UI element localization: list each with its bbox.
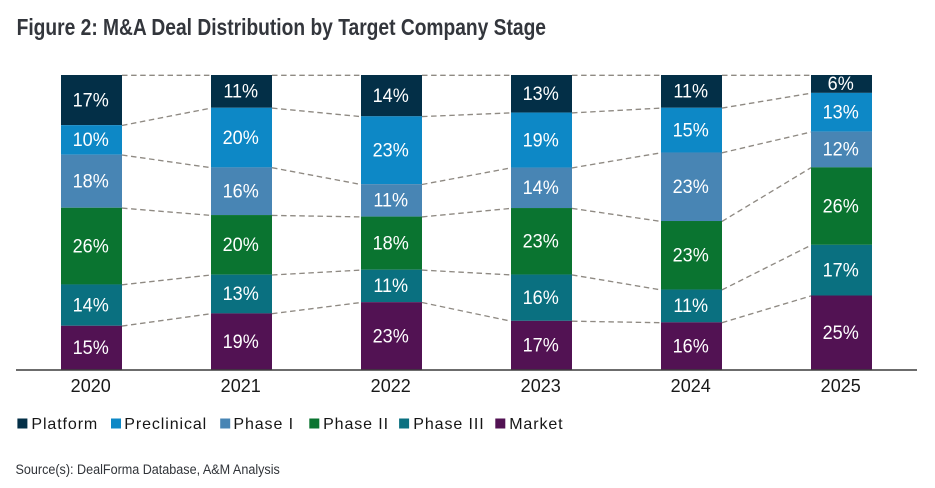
svg-text:11%: 11% [673,80,708,102]
svg-text:16%: 16% [673,335,709,357]
svg-text:16%: 16% [523,286,559,308]
svg-text:12%: 12% [823,138,859,160]
svg-text:23%: 23% [673,175,709,197]
svg-text:Figure 2: M&A Deal Distributio: Figure 2: M&A Deal Distribution by Targe… [17,14,546,40]
svg-text:16%: 16% [223,180,259,202]
svg-text:18%: 18% [73,170,109,192]
svg-text:11%: 11% [373,189,408,211]
svg-text:20%: 20% [223,234,259,256]
svg-text:20%: 20% [223,126,259,148]
svg-text:Phase III: Phase III [413,416,484,433]
svg-text:19%: 19% [223,330,259,352]
svg-text:Market: Market [509,416,563,433]
svg-text:17%: 17% [523,334,559,356]
svg-text:26%: 26% [823,195,859,217]
svg-text:2023: 2023 [521,376,561,396]
svg-text:Platform: Platform [31,416,98,433]
svg-text:2025: 2025 [821,376,861,396]
svg-text:11%: 11% [223,80,258,102]
svg-text:6%: 6% [828,73,854,95]
svg-text:23%: 23% [373,325,409,347]
svg-text:2021: 2021 [221,376,261,396]
svg-text:2024: 2024 [671,376,711,396]
svg-text:15%: 15% [673,119,709,141]
svg-text:15%: 15% [73,337,109,359]
svg-text:25%: 25% [823,322,859,344]
svg-text:Phase I: Phase I [233,416,294,433]
svg-text:Preclinical: Preclinical [124,416,207,433]
svg-text:23%: 23% [373,139,409,161]
svg-text:13%: 13% [223,283,259,305]
svg-text:Source(s): DealForma Database,: Source(s): DealForma Database, A&M Analy… [16,461,281,477]
svg-text:10%: 10% [73,129,109,151]
svg-text:23%: 23% [523,230,559,252]
svg-text:17%: 17% [823,259,859,281]
svg-text:11%: 11% [673,295,708,317]
svg-text:11%: 11% [373,275,408,297]
svg-text:13%: 13% [823,101,859,123]
svg-text:26%: 26% [73,235,109,257]
svg-text:19%: 19% [523,129,559,151]
svg-text:23%: 23% [673,244,709,266]
svg-text:13%: 13% [523,83,559,105]
svg-text:14%: 14% [373,84,409,106]
svg-text:Phase II: Phase II [323,416,389,433]
svg-text:14%: 14% [523,177,559,199]
svg-text:2020: 2020 [71,376,111,396]
svg-text:18%: 18% [373,232,409,254]
svg-text:14%: 14% [73,294,109,316]
svg-text:2022: 2022 [371,376,411,396]
svg-text:17%: 17% [73,89,109,111]
